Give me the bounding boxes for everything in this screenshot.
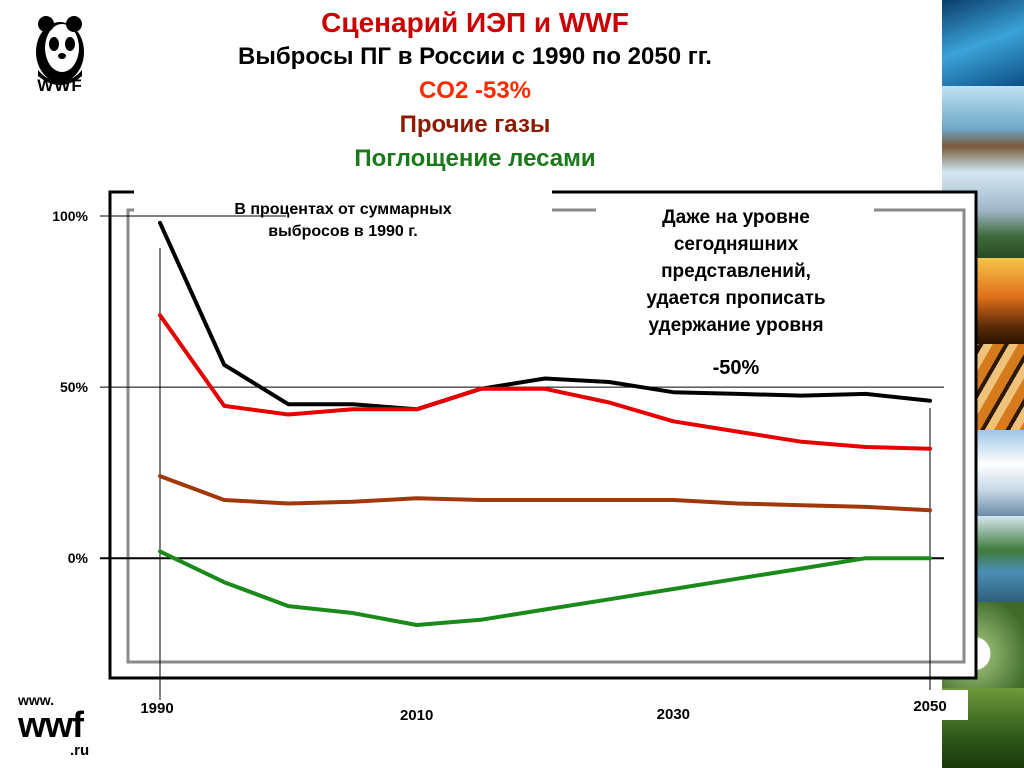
legend-other-label: Прочие газы (399, 111, 551, 138)
chart-labels: 100% 50% 0% 1990 2010 2030 2050 В процентах от … (52, 201, 968, 724)
photo-ocean (942, 0, 1024, 86)
chart-frame (108, 188, 978, 680)
title-block: Сценарий ИЭП и WWF Выбросы ПГ в России с… (150, 6, 800, 176)
photo-fox-ice (942, 86, 1024, 172)
x-tick-label: 2010 (400, 707, 433, 724)
series-total-line (158, 220, 932, 412)
y-tick-label: 100% (52, 208, 88, 224)
annotation-line: сегодняшних (674, 234, 799, 255)
x-tick-label: 1990 (140, 700, 173, 717)
chart-series (158, 220, 932, 627)
annotation-line: удержание уровня (648, 315, 823, 336)
wwf-logo-text: WWF (37, 76, 83, 95)
series-co2-line (158, 313, 932, 451)
caption-line2: выбросов в 1990 г. (268, 223, 418, 240)
title-line2: Выбросы ПГ в России с 1990 по 2050 гг. (238, 43, 712, 70)
annotation-line: удается прописать (646, 288, 825, 309)
url-www: www. (18, 692, 55, 708)
y-tick-label: 50% (60, 379, 89, 395)
y-tick-label: 0% (68, 550, 89, 566)
annotation-line: представлений, (661, 261, 811, 282)
x-tick-label: 2050 (913, 698, 946, 715)
url-main: wwf (18, 704, 84, 745)
wwf-panda-logo (36, 16, 84, 85)
annotation-box (596, 196, 874, 386)
title-line1: Сценарий ИЭП и WWF (321, 7, 629, 38)
annotation-line: Даже на уровне (662, 207, 810, 228)
x-tick-label: 2030 (657, 706, 690, 723)
legend-co2-label: CO2 -53% (418, 77, 532, 104)
x-tick-box-2050 (892, 690, 968, 720)
caption-line1: В процентах от суммарных (234, 201, 451, 218)
series-other-gases-line (158, 474, 932, 513)
wwf-url: www. wwf .ru (18, 692, 108, 759)
series-forest-absorption-line (158, 549, 932, 627)
legend-forest-label: Поглощение лесами (354, 145, 596, 172)
annotation-value: -50% (713, 357, 760, 379)
url-ru: .ru (70, 742, 90, 759)
